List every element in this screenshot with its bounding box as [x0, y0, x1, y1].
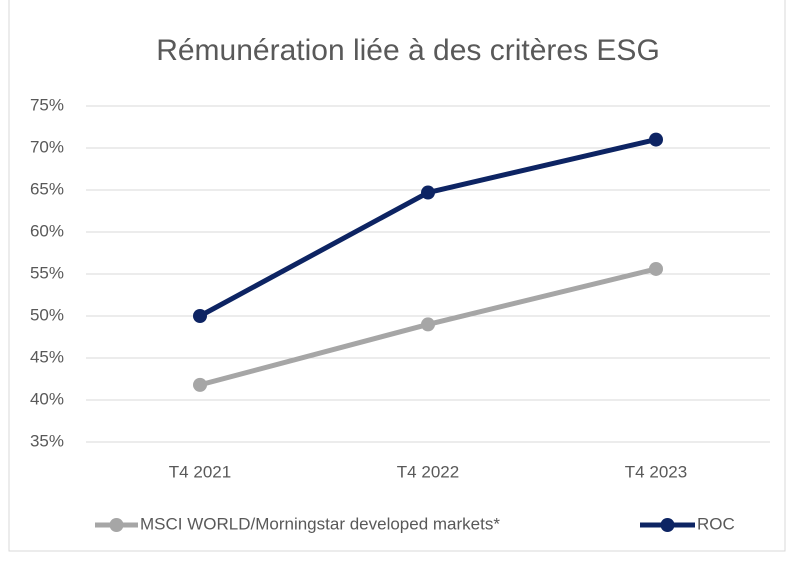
y-tick-label: 45%: [30, 347, 64, 366]
legend-label: ROC: [697, 514, 735, 533]
y-tick-label: 65%: [30, 179, 64, 198]
x-tick-label: T4 2023: [625, 462, 687, 481]
data-point: [649, 261, 663, 276]
data-point: [421, 317, 435, 332]
y-tick-label: 55%: [30, 263, 64, 282]
data-point: [421, 185, 435, 200]
data-point: [193, 309, 207, 323]
legend-marker: [660, 518, 675, 532]
data-point: [193, 377, 207, 392]
chart-title: Rémunération liée à des critères ESG: [156, 34, 660, 67]
y-tick-label: 75%: [30, 95, 64, 114]
y-tick-label: 70%: [30, 137, 64, 156]
chart-border: [8, 0, 786, 552]
x-tick-label: T4 2021: [169, 462, 231, 481]
x-tick-label: T4 2022: [397, 462, 459, 481]
y-tick-label: 60%: [30, 221, 64, 240]
y-tick-label: 50%: [30, 305, 64, 324]
series-line: [198, 137, 657, 319]
y-tick-label: 35%: [30, 431, 64, 450]
y-tick-label: 40%: [30, 389, 64, 408]
data-point: [649, 132, 663, 147]
legend-marker: [109, 518, 124, 532]
legend-label: MSCI WORLD/Morningstar developed markets…: [140, 514, 500, 533]
